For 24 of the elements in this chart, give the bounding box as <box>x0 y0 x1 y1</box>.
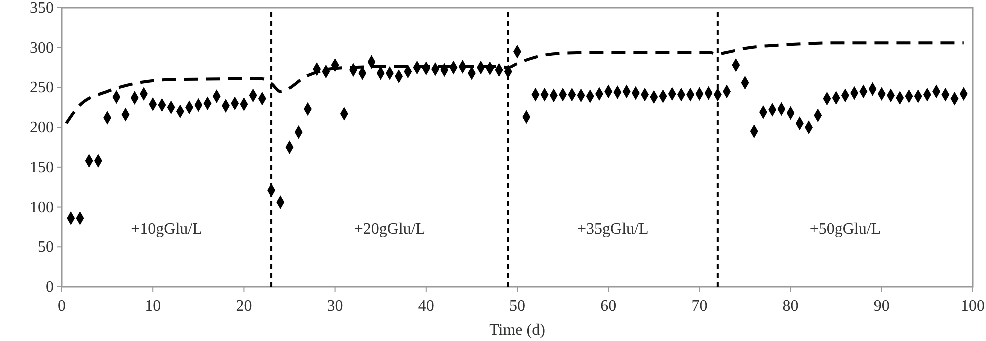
annotation: +20gGlu/L <box>354 220 426 238</box>
y-tick-label: 350 <box>30 0 54 17</box>
x-tick-label: 10 <box>145 298 162 315</box>
y-tick-label: 50 <box>38 239 54 256</box>
y-tick-label: 300 <box>30 40 54 57</box>
x-axis-title: Time (d) <box>490 322 546 339</box>
y-tick-label: 150 <box>30 159 54 176</box>
x-tick-label: 60 <box>600 298 617 315</box>
y-tick-label: 200 <box>30 120 54 137</box>
x-tick-label: 20 <box>236 298 252 315</box>
y-tick-label: 250 <box>30 80 54 97</box>
x-tick-label: 30 <box>327 298 344 315</box>
x-tick-label: 90 <box>874 298 890 315</box>
x-tick-label: 40 <box>418 298 434 315</box>
annotation: +35gGlu/L <box>578 220 649 238</box>
annotation: +10gGlu/L <box>131 220 202 238</box>
x-tick-label: 80 <box>782 298 799 315</box>
annotation: +50gGlu/L <box>810 220 882 238</box>
y-tick-label: 0 <box>46 279 54 296</box>
x-tick-label: 70 <box>692 298 708 315</box>
x-tick-label: 50 <box>510 298 526 315</box>
x-tick-label: 0 <box>58 298 66 315</box>
y-tick-label: 100 <box>30 199 54 216</box>
x-tick-label: 100 <box>961 298 985 315</box>
